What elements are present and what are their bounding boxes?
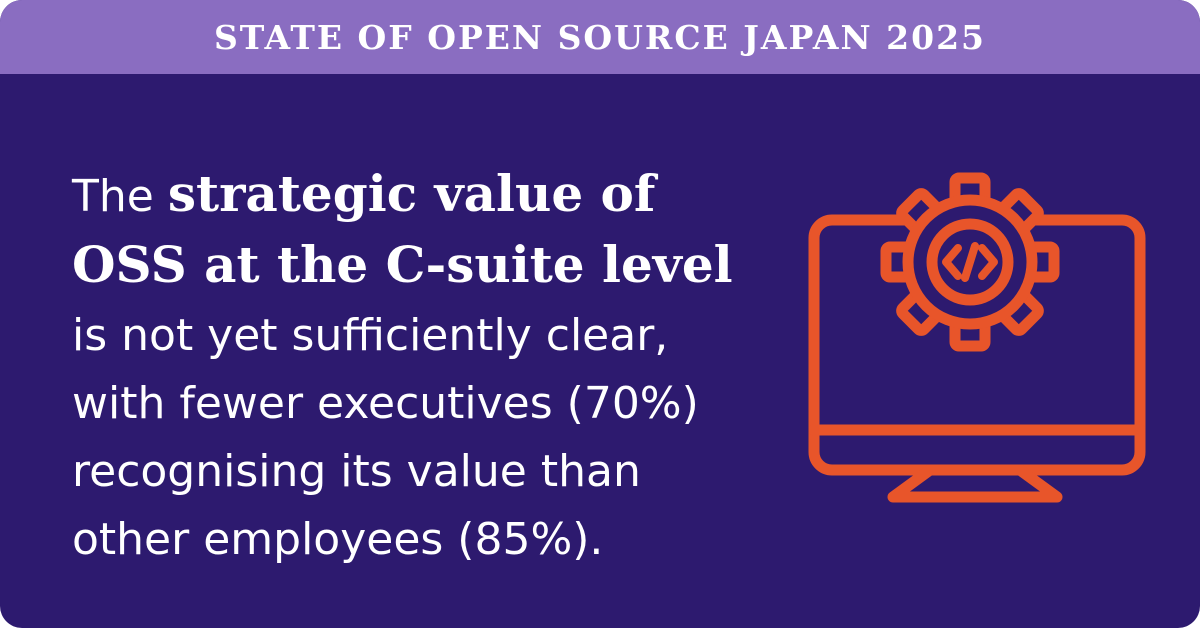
rest: is not yet sufficiently clear, with fewe… — [72, 310, 699, 565]
code-symbol — [942, 242, 998, 282]
header: STATE OF OPEN SOURCE JAPAN 2025 — [0, 0, 1200, 74]
highlight: strategic value of OSS at the C-suite le… — [72, 164, 733, 294]
stand — [887, 464, 1063, 503]
intro: The — [72, 171, 154, 222]
header-title: STATE OF OPEN SOURCE JAPAN 2025 — [213, 17, 987, 57]
gear-core — [926, 218, 1014, 306]
monitor-gear-icon — [808, 172, 1146, 503]
statement: The strategic value of OSS at the C-suit… — [72, 160, 762, 574]
